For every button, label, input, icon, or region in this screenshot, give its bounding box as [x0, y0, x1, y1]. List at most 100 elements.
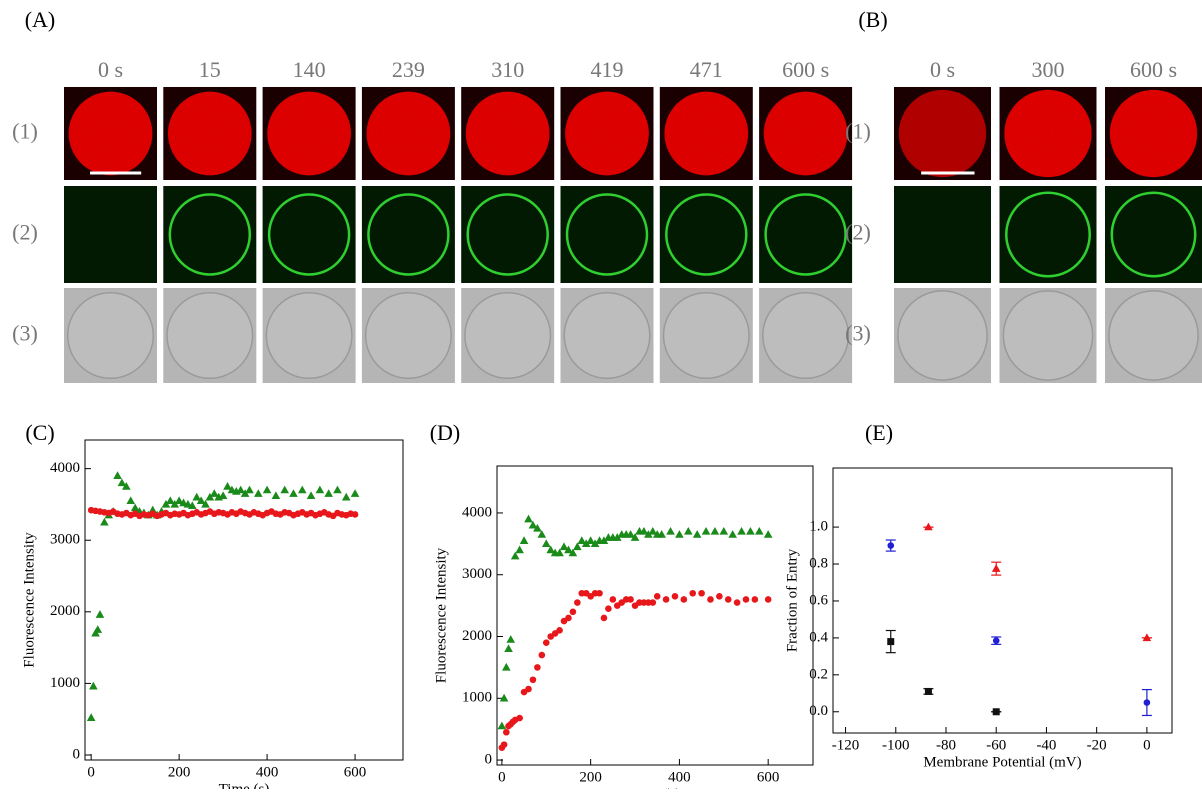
cell-red [1109, 89, 1198, 178]
data-point [516, 714, 523, 722]
cell-ring [1005, 191, 1091, 278]
panel-label: (A) [25, 7, 56, 32]
data-point [630, 533, 640, 541]
time-label: 310 [491, 57, 524, 82]
x-axis-title: Membrane Potential (mV) [923, 754, 1081, 770]
y-tick-label: 2000 [462, 628, 492, 644]
data-point [205, 492, 215, 501]
data-point [533, 523, 542, 532]
data-point [887, 638, 895, 646]
data-point [577, 536, 587, 544]
y-tick-label: 3000 [50, 532, 80, 548]
data-point [541, 539, 551, 548]
data-point [324, 489, 333, 497]
data-point [89, 681, 98, 690]
data-point [95, 610, 105, 618]
y-tick-label: 0.4 [809, 629, 828, 645]
cell-red [267, 91, 351, 176]
time-label: 15 [199, 57, 221, 82]
panel-label: (C) [25, 420, 54, 445]
row-label: (2) [12, 220, 38, 245]
data-point [675, 530, 684, 538]
data-point [698, 589, 705, 597]
time-label: 300 [1032, 57, 1065, 82]
cell-red [664, 91, 749, 176]
data-point [599, 536, 609, 544]
cell-red [1004, 89, 1092, 178]
row-label: (2) [845, 220, 871, 245]
y-tick-label: 1000 [462, 690, 492, 706]
cell-outline [662, 291, 750, 380]
cell-ring [367, 193, 450, 276]
cell-outline [897, 290, 988, 381]
data-point [86, 713, 96, 721]
data-point [170, 499, 180, 508]
data-point [626, 530, 635, 538]
plot-frame [832, 467, 1173, 734]
plot-frame [84, 439, 404, 761]
data-point [519, 536, 529, 544]
data-point [751, 596, 759, 603]
time-label: 600 s [782, 57, 829, 82]
time-label: 140 [293, 57, 326, 82]
x-axis-title: Time (s) [219, 781, 270, 789]
data-point [991, 564, 1001, 572]
data-point [568, 548, 578, 557]
x-tick-label: 200 [168, 764, 191, 780]
data-point [510, 551, 520, 560]
data-point [192, 492, 202, 501]
data-point [924, 687, 932, 695]
time-label: 0 s [98, 57, 123, 82]
data-point [556, 627, 563, 634]
image-green [999, 186, 1097, 283]
data-point [724, 596, 732, 603]
data-point [565, 614, 572, 622]
cell-ring [565, 193, 649, 276]
cell-ring [168, 193, 252, 276]
data-point [333, 485, 342, 494]
y-tick-label: 3000 [462, 566, 492, 582]
data-point [113, 471, 122, 479]
image-green [361, 186, 455, 283]
data-point [763, 530, 773, 538]
data-point [581, 539, 591, 548]
data-point [564, 545, 573, 554]
data-point [503, 728, 510, 736]
data-point [754, 526, 764, 535]
image-green [163, 186, 257, 283]
data-point [924, 522, 933, 531]
x-tick-label: 200 [579, 769, 602, 785]
data-point [596, 589, 603, 597]
data-point [240, 489, 250, 497]
image-green [894, 186, 991, 283]
y-tick-label: 4000 [462, 504, 492, 520]
row-label: (1) [12, 119, 38, 144]
image-green [560, 186, 654, 283]
data-point [612, 533, 622, 541]
data-point [306, 491, 316, 500]
data-point [627, 596, 634, 603]
data-point [680, 596, 688, 603]
time-label: 471 [690, 57, 723, 82]
data-point [223, 482, 232, 490]
data-point [590, 539, 600, 548]
data-point [716, 593, 723, 600]
data-point [569, 608, 577, 616]
data-point [528, 520, 538, 529]
data-point [992, 708, 1000, 716]
cell-outline [1002, 290, 1094, 381]
cell-ring [665, 193, 748, 276]
data-point [671, 593, 679, 600]
cell-ring [267, 193, 351, 276]
data-point [574, 599, 581, 606]
y-axis-title: Fluorescence Intensity [433, 547, 449, 683]
data-point [271, 491, 281, 500]
y-tick-label: 4000 [50, 460, 80, 476]
data-point [502, 662, 511, 671]
cell-outline [265, 291, 353, 380]
data-point [499, 693, 509, 702]
data-point [201, 499, 210, 508]
y-tick-label: 1.0 [809, 519, 828, 535]
y-axis-title: Fraction of Entry [784, 548, 800, 652]
